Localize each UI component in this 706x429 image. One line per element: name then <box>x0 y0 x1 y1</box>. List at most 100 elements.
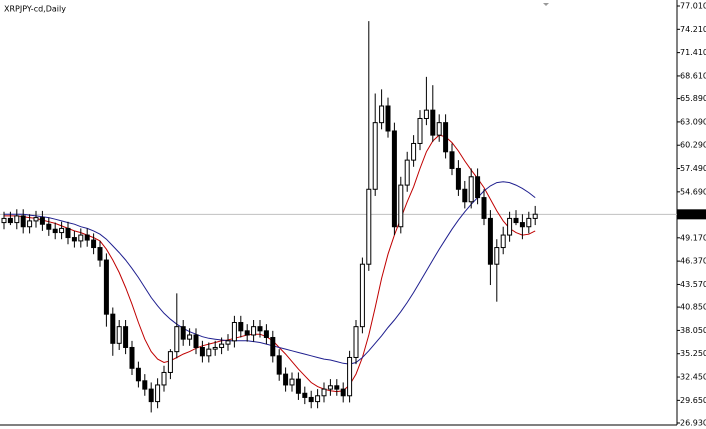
candle-body <box>103 259 109 315</box>
y-tick-label: 38.050 <box>680 326 706 335</box>
candle-body <box>340 388 346 397</box>
candle-body <box>39 217 45 225</box>
candle-body <box>500 234 506 249</box>
candle-body <box>481 197 487 219</box>
candle-body <box>391 130 397 228</box>
candle-body <box>302 392 308 398</box>
candle-body <box>359 263 365 328</box>
candle-body <box>366 188 372 265</box>
candle-body <box>423 109 429 119</box>
candle-body <box>174 326 180 353</box>
y-tick-label: 35.250 <box>680 349 706 358</box>
candle-body <box>449 151 455 169</box>
candle-body <box>65 227 71 239</box>
current-price-box <box>677 209 706 220</box>
candle-body <box>295 378 301 394</box>
candle-body <box>71 237 77 242</box>
candle-body <box>180 326 186 340</box>
candle-body <box>513 217 519 224</box>
y-tick-label: 26.930 <box>680 419 706 428</box>
candle-body <box>526 217 532 228</box>
candle-body <box>462 188 468 203</box>
candle-body <box>148 388 154 403</box>
candle-body <box>353 326 359 358</box>
candle-body <box>59 227 65 234</box>
candle-body <box>321 388 327 397</box>
candle-body <box>193 334 199 348</box>
candle-body <box>7 217 13 224</box>
candle-body <box>84 234 90 241</box>
candle-body <box>219 343 225 348</box>
candle-body <box>27 220 33 228</box>
candle-body <box>206 348 212 357</box>
candle-body <box>327 385 333 390</box>
candle-body <box>135 367 141 382</box>
candle-body <box>487 217 493 265</box>
candle-body <box>468 176 474 203</box>
candle-body <box>97 247 103 261</box>
candle-body <box>155 384 161 403</box>
candle-body <box>110 313 116 344</box>
y-tick-label: 54.690 <box>680 187 706 196</box>
y-tick-label: 29.650 <box>680 396 706 405</box>
y-tick-label: 60.290 <box>680 141 706 150</box>
candle-body <box>225 340 231 345</box>
candle-body <box>78 234 84 242</box>
y-tick-label: 43.570 <box>680 280 706 289</box>
y-tick-label: 68.610 <box>680 71 706 80</box>
y-tick-label: 63.090 <box>680 117 706 126</box>
candle-body <box>385 105 391 132</box>
chart-title: XRPJPY-cd,Daily <box>4 5 66 14</box>
candle-body <box>411 142 417 161</box>
candle-body <box>494 247 500 265</box>
candle-body <box>532 213 538 219</box>
y-tick-label: 57.490 <box>680 164 706 173</box>
candle-body <box>123 326 129 348</box>
candle-body <box>315 395 321 403</box>
candle-body <box>1 217 7 224</box>
candle-body <box>379 105 385 124</box>
candle-body <box>14 215 20 224</box>
candle-body <box>251 326 257 336</box>
y-tick-label: 40.850 <box>680 303 706 312</box>
candle-body <box>231 321 237 342</box>
y-tick-label: 49.170 <box>680 233 706 242</box>
candle-body <box>372 122 378 190</box>
y-tick-label: 74.210 <box>680 25 706 34</box>
candle-body <box>519 222 525 228</box>
candle-body <box>430 109 436 136</box>
candle-body <box>283 373 289 386</box>
candle-body <box>46 223 52 230</box>
y-tick-label: 65.890 <box>680 94 706 103</box>
y-tick-label: 32.450 <box>680 373 706 382</box>
candle-body <box>167 351 173 373</box>
candle-body <box>398 184 404 228</box>
candle-body <box>238 321 244 332</box>
candle-body <box>270 336 276 357</box>
candle-body <box>475 176 481 199</box>
candle-body <box>507 217 513 236</box>
candle-body <box>455 167 461 190</box>
candle-body <box>142 380 148 390</box>
candle-body <box>91 239 97 249</box>
candle-body <box>289 378 295 386</box>
candle-body <box>308 396 314 403</box>
candle-body <box>199 346 205 357</box>
candle-body <box>187 334 193 340</box>
candle-body <box>347 356 353 397</box>
candle-body <box>161 371 167 386</box>
candle-body <box>244 330 250 336</box>
candle-body <box>257 326 263 332</box>
moving-average <box>4 181 536 365</box>
current-price-label: 51.990 <box>680 210 706 219</box>
candle-body <box>33 217 39 222</box>
candle-body <box>417 117 423 144</box>
y-tick-label: 46.370 <box>680 257 706 266</box>
candle-body <box>334 385 340 390</box>
candle-body <box>52 228 58 234</box>
candle-body <box>212 346 218 350</box>
shift-marker <box>543 3 549 6</box>
y-tick-label: 77.010 <box>680 1 706 10</box>
y-tick-label: 71.410 <box>680 48 706 57</box>
